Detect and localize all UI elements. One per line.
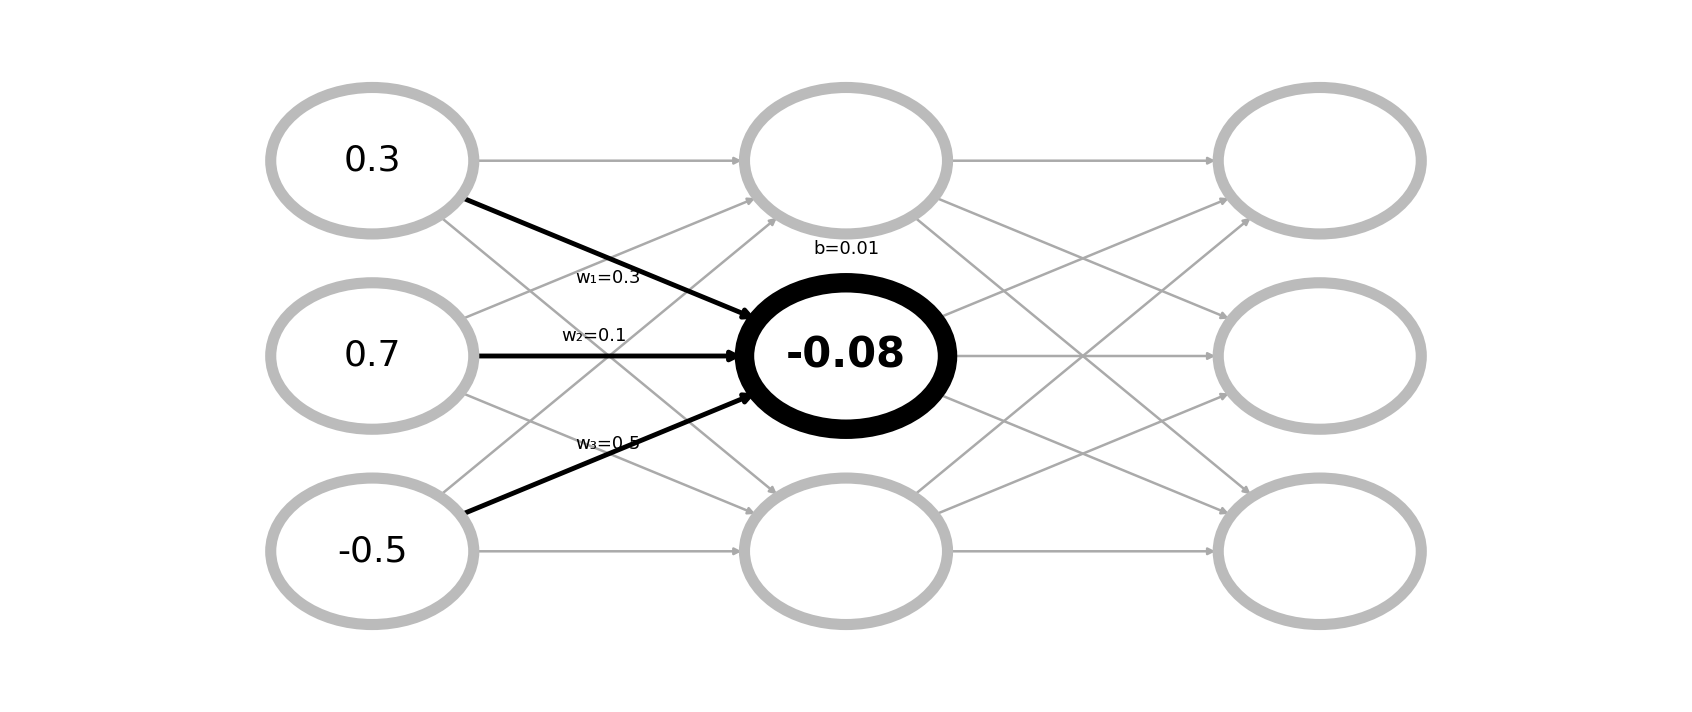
Text: w₂=0.1: w₂=0.1 [562, 328, 628, 345]
Text: w₃=0.5: w₃=0.5 [575, 435, 641, 453]
Text: 0.3: 0.3 [343, 144, 401, 178]
Circle shape [271, 283, 474, 429]
Text: -0.08: -0.08 [787, 335, 905, 377]
Circle shape [744, 283, 948, 429]
Text: w₁=0.3: w₁=0.3 [575, 269, 641, 287]
Circle shape [271, 478, 474, 624]
Circle shape [744, 478, 948, 624]
Text: b=0.01: b=0.01 [812, 241, 880, 258]
Text: 0.7: 0.7 [343, 339, 401, 373]
Circle shape [1218, 88, 1421, 234]
Text: -0.5: -0.5 [337, 534, 408, 568]
Circle shape [1218, 283, 1421, 429]
Circle shape [271, 88, 474, 234]
Circle shape [1218, 478, 1421, 624]
Circle shape [744, 88, 948, 234]
